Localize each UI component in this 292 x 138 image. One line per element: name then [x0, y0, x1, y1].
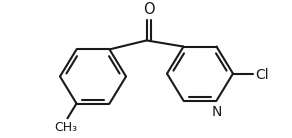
Text: CH₃: CH₃	[54, 121, 77, 134]
Text: Cl: Cl	[255, 68, 269, 82]
Text: O: O	[143, 2, 154, 17]
Text: N: N	[211, 105, 222, 119]
